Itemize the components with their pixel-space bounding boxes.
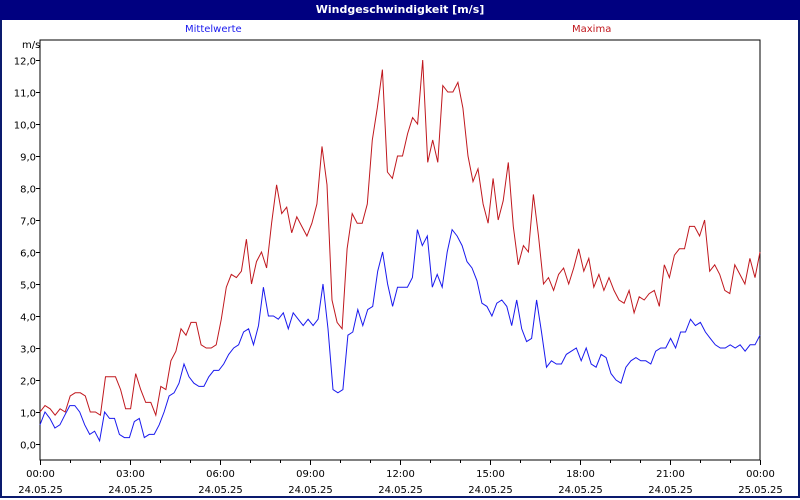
series-max-line bbox=[39, 59, 761, 418]
y-tick-label: 12,0 bbox=[14, 57, 36, 68]
x-tick-time: 03:00 bbox=[116, 469, 145, 480]
axis-labels: 0,0 1,0 2,0 3,0 4,0 5,0 6,0 7,0 8,0 9,0 10,0 11,0 12… bbox=[14, 57, 783, 497]
x-tick-time: 09:00 bbox=[296, 469, 325, 480]
y-tick-label: 3,0 bbox=[20, 345, 36, 356]
series-mean-line bbox=[39, 228, 761, 443]
x-tick-date: 24.05.25 bbox=[108, 485, 153, 496]
y-tick-label: 11,0 bbox=[14, 89, 36, 100]
x-tick-date: 24.05.25 bbox=[468, 485, 513, 496]
y-tick-label: 10,0 bbox=[14, 121, 36, 132]
x-tick-date: 24.05.25 bbox=[558, 485, 603, 496]
y-tick-label: 5,0 bbox=[20, 281, 36, 292]
x-tick-date: 24.05.25 bbox=[288, 485, 333, 496]
window-title: Windgeschwindigkeit [m/s] bbox=[0, 0, 800, 20]
axes bbox=[36, 39, 761, 465]
y-tick-label: 9,0 bbox=[20, 153, 36, 164]
y-tick-label: 4,0 bbox=[20, 313, 36, 324]
x-tick-date: 24.05.25 bbox=[648, 485, 693, 496]
x-tick-time: 18:00 bbox=[566, 469, 595, 480]
x-tick-time: 15:00 bbox=[476, 469, 505, 480]
x-tick-time: 00:00 bbox=[26, 469, 55, 480]
x-tick-time: 21:00 bbox=[656, 469, 685, 480]
x-tick-date: 25.05.25 bbox=[738, 485, 783, 496]
y-unit-label: m/s bbox=[22, 40, 40, 51]
x-tick-time: 00:00 bbox=[746, 469, 775, 480]
legend-mean: Mittelwerte bbox=[185, 24, 242, 35]
x-tick-date: 24.05.25 bbox=[18, 485, 63, 496]
y-tick-label: 7,0 bbox=[20, 217, 36, 228]
y-tick-label: 0,0 bbox=[20, 441, 36, 452]
x-tick-date: 24.05.25 bbox=[198, 485, 243, 496]
y-tick-label: 2,0 bbox=[20, 377, 36, 388]
y-tick-label: 8,0 bbox=[20, 185, 36, 196]
legend-max: Maxima bbox=[572, 24, 612, 35]
x-tick-date: 24.05.25 bbox=[378, 485, 423, 496]
x-tick-time: 06:00 bbox=[206, 469, 235, 480]
x-tick-time: 12:00 bbox=[386, 469, 415, 480]
y-tick-label: 6,0 bbox=[20, 249, 36, 260]
plot-area bbox=[39, 39, 761, 461]
y-tick-label: 1,0 bbox=[20, 409, 36, 420]
